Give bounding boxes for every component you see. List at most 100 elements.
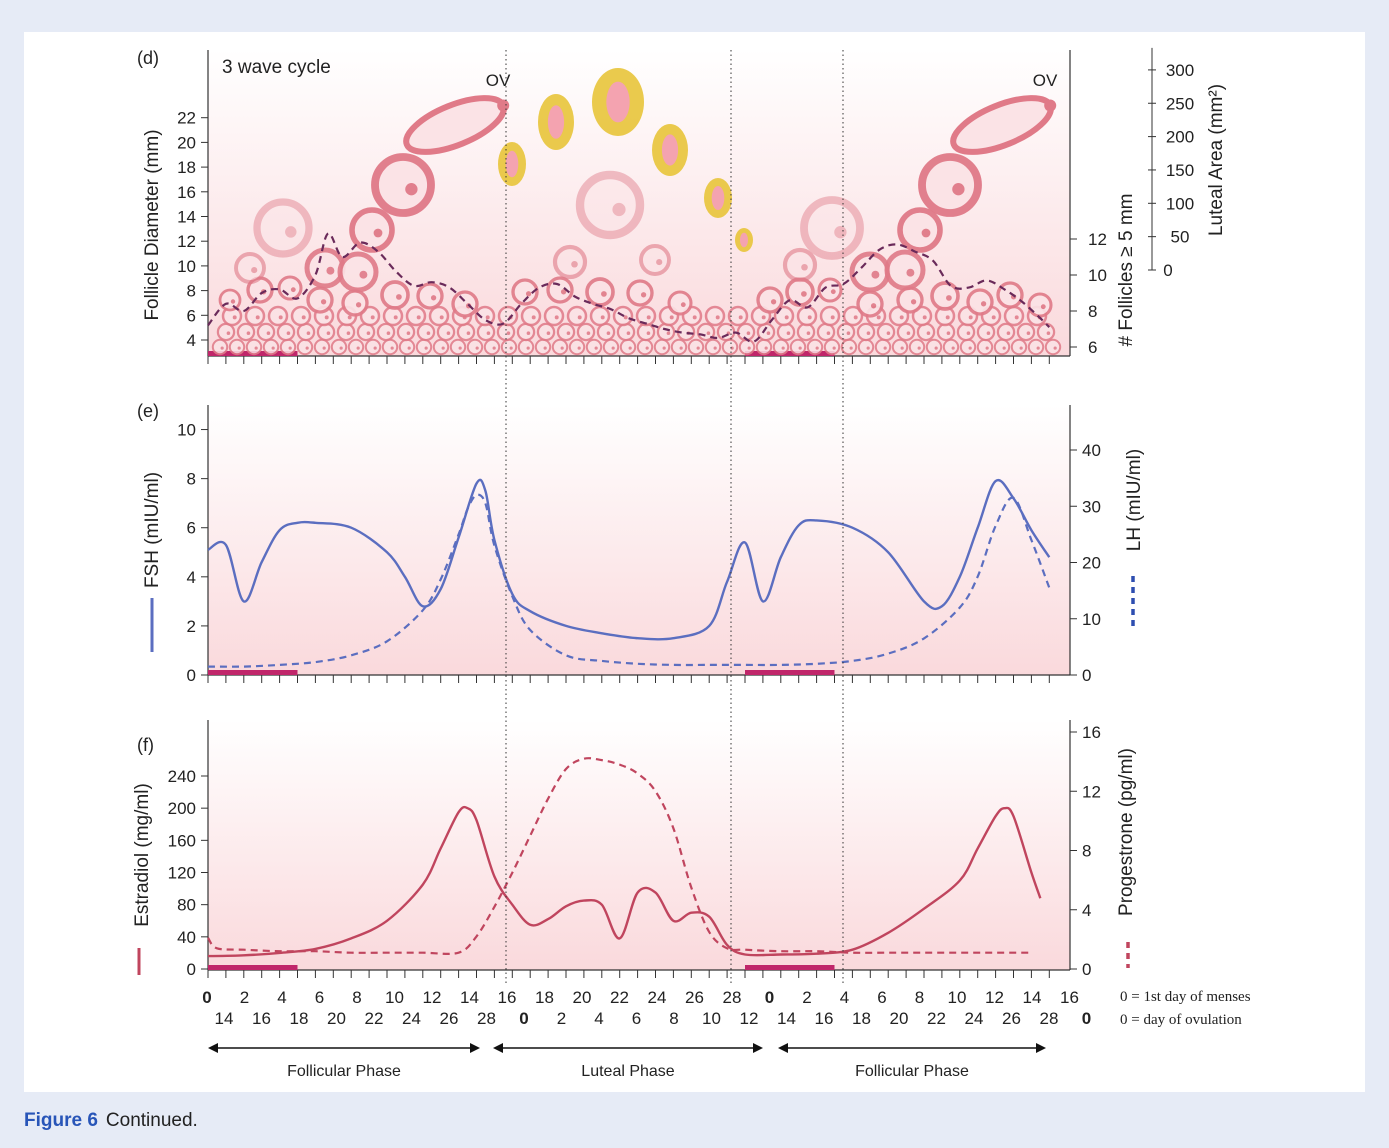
oocyte: [666, 331, 671, 335]
oocyte: [288, 346, 292, 350]
follicle-wall: [1027, 338, 1045, 356]
oocyte: [251, 267, 258, 274]
small-follicle: [696, 322, 716, 342]
oocyte: [801, 263, 808, 271]
day-label-menses: 8: [915, 988, 924, 1007]
corpus-luteum-core: [739, 232, 749, 248]
follicle-wall: [856, 290, 884, 318]
day-label-menses: 2: [240, 988, 249, 1007]
follicle-wall: [776, 322, 796, 342]
oocyte: [646, 315, 651, 320]
day-label-ovulation: 24: [402, 1009, 421, 1028]
follicle-wall: [313, 338, 331, 356]
oocyte: [606, 331, 611, 335]
small-follicle: [245, 338, 263, 356]
ylabel-luteal-area: Luteal Area (mm²): [1206, 84, 1227, 236]
oocyte: [554, 315, 559, 320]
small-follicle: [543, 305, 565, 327]
oocyte: [320, 299, 327, 305]
follicle-wall: [497, 305, 519, 327]
oocyte: [883, 346, 887, 350]
small-follicle: [382, 305, 404, 327]
menses-bar: [745, 965, 835, 970]
y-tick-label-right-f: 16: [1082, 723, 1101, 742]
follicle-wall: [267, 305, 289, 327]
small-follicle: [474, 305, 496, 327]
small-follicle: [896, 322, 916, 342]
follicle-wall: [976, 322, 996, 342]
follicle-wall: [738, 338, 756, 356]
oocyte: [645, 346, 649, 350]
oocyte: [237, 346, 241, 350]
medium-follicle: [380, 280, 410, 310]
oocyte: [738, 315, 743, 320]
follicle-wall: [218, 288, 242, 312]
small-follicle: [296, 338, 314, 356]
oocyte: [611, 346, 615, 350]
follicle-wall: [857, 338, 875, 356]
oocyte: [271, 346, 275, 350]
small-follicle: [891, 338, 909, 356]
follicle-wall: [936, 322, 956, 342]
oocyte: [832, 346, 836, 350]
small-follicle: [536, 322, 556, 342]
follicle-wall: [635, 305, 657, 327]
large-follicle: [575, 170, 645, 240]
small-follicle: [796, 305, 818, 327]
oocyte: [628, 346, 632, 350]
oocyte: [646, 331, 651, 335]
corpus-luteum-core: [606, 81, 630, 123]
oocyte: [853, 315, 858, 320]
small-follicle: [1003, 305, 1025, 327]
small-follicle: [466, 338, 484, 356]
follicle-wall: [556, 322, 576, 342]
small-follicle: [823, 338, 841, 356]
y-tick-label-d: 16: [177, 183, 196, 202]
day-label-ovulation: 20: [327, 1009, 346, 1028]
follicle-wall: [296, 338, 314, 356]
small-follicle: [517, 338, 535, 356]
oocyte: [373, 228, 383, 238]
follicle-wall: [1016, 322, 1036, 342]
small-follicle: [585, 338, 603, 356]
small-follicle: [211, 338, 229, 356]
follicle-wall: [476, 322, 496, 342]
ylabel-follicle-diameter: Follicle Diameter (mm): [142, 129, 163, 320]
menses-bar: [208, 670, 298, 675]
medium-follicle: [218, 288, 242, 312]
y-tick-label-e: 10: [177, 421, 196, 440]
oocyte: [426, 331, 431, 335]
follicle-wall: [756, 286, 784, 314]
day-label-ovulation: 6: [632, 1009, 641, 1028]
oocyte: [662, 346, 666, 350]
small-follicle: [936, 322, 956, 342]
small-follicle: [996, 322, 1016, 342]
corpus-luteum-core: [661, 134, 679, 166]
day-label-menses: 16: [498, 988, 517, 1007]
day-label-menses: 20: [573, 988, 592, 1007]
y-tick-label-f: 40: [177, 928, 196, 947]
oocyte: [871, 270, 880, 279]
oocyte: [680, 302, 686, 308]
small-follicle: [316, 322, 336, 342]
day-label-menses: 22: [610, 988, 629, 1007]
oocyte: [876, 315, 881, 320]
medium-follicle: [306, 286, 334, 314]
oocyte: [806, 331, 811, 335]
follicle-wall: [428, 305, 450, 327]
oocyte: [416, 315, 421, 320]
large-follicle: [639, 244, 671, 276]
day-label-ovulation: 14: [777, 1009, 796, 1028]
oocyte: [830, 289, 836, 295]
follicle-wall: [244, 305, 266, 327]
plot-area-e: [208, 405, 1070, 675]
oocyte: [439, 315, 444, 320]
oocyte: [692, 315, 697, 320]
small-follicle: [376, 322, 396, 342]
oocyte: [577, 346, 581, 350]
small-follicle: [476, 322, 496, 342]
follicle-wall: [216, 322, 236, 342]
y-tick-label-e: 2: [187, 617, 196, 636]
oocyte: [1026, 331, 1031, 335]
oocyte: [870, 303, 877, 309]
